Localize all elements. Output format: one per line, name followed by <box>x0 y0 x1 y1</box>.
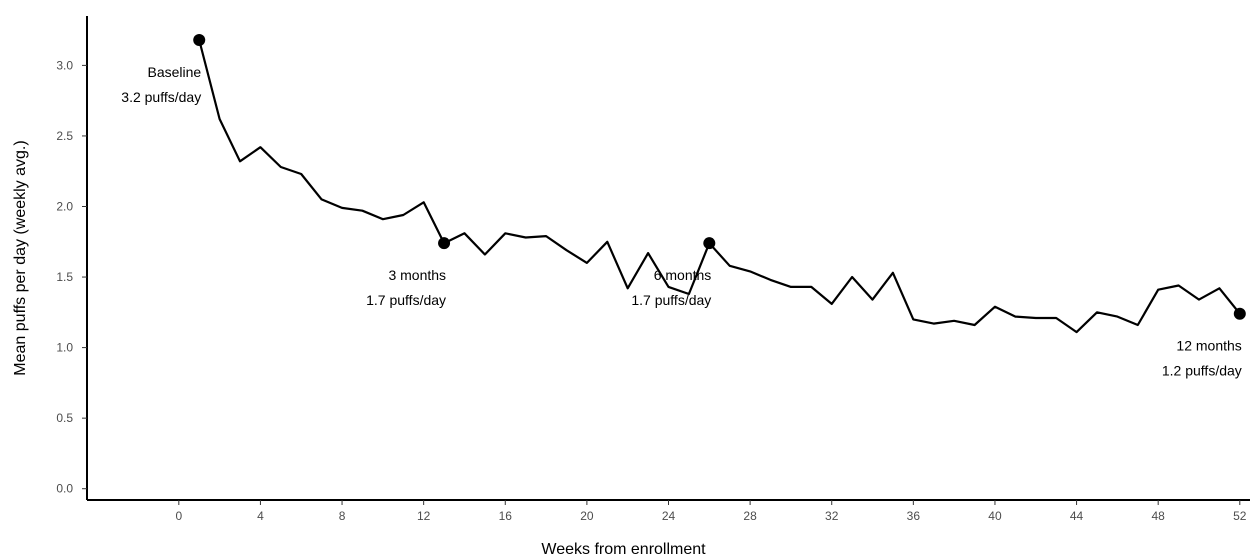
y-tick-label: 1.0 <box>56 341 73 355</box>
y-ticks: 0.0 0.5 1.0 1.5 2.0 2.5 3.0 <box>56 58 87 496</box>
x-tick-label: 48 <box>1152 509 1166 523</box>
x-tick-label: 36 <box>907 509 921 523</box>
x-ticks: 0 4 8 12 16 20 24 28 32 36 40 44 48 52 <box>175 500 1247 523</box>
y-tick-label: 0.0 <box>56 482 73 496</box>
x-axis-title: Weeks from enrollment <box>541 541 706 557</box>
highlight-label-title: 12 months <box>1176 338 1241 354</box>
x-tick-label: 8 <box>339 509 346 523</box>
x-tick-label: 40 <box>988 509 1002 523</box>
y-tick-label: 0.5 <box>56 411 73 425</box>
x-tick-label: 20 <box>580 509 594 523</box>
highlight-label-title: 6 months <box>654 267 712 283</box>
x-tick-label: 16 <box>499 509 513 523</box>
y-axis-title: Mean puffs per day (weekly avg.) <box>12 140 29 375</box>
highlight-label-value: 1.7 puffs/day <box>366 292 446 308</box>
x-tick-label: 28 <box>743 509 757 523</box>
highlight-label-title: Baseline <box>148 64 202 80</box>
x-tick-label: 32 <box>825 509 839 523</box>
y-tick-label: 2.5 <box>56 129 73 143</box>
highlight-point <box>193 33 206 46</box>
highlight-point <box>438 237 451 250</box>
x-tick-label: 44 <box>1070 509 1084 523</box>
highlight-label-value: 1.2 puffs/day <box>1162 363 1242 379</box>
highlight-label-title: 3 months <box>388 267 446 283</box>
highlight-label-value: 3.2 puffs/day <box>121 89 201 105</box>
y-tick-label: 2.0 <box>56 199 73 213</box>
x-tick-label: 52 <box>1233 509 1247 523</box>
highlight-label-value: 1.7 puffs/day <box>631 292 711 308</box>
x-tick-label: 4 <box>257 509 264 523</box>
x-tick-label: 12 <box>417 509 431 523</box>
y-tick-label: 3.0 <box>56 58 73 72</box>
highlight-point <box>703 237 716 250</box>
highlight-point <box>1233 307 1246 320</box>
highlight-annotations: Baseline 3.2 puffs/day 3 months 1.7 puffs/d… <box>121 33 1246 379</box>
axes <box>86 16 1250 501</box>
x-tick-label: 0 <box>175 509 182 523</box>
y-tick-label: 1.5 <box>56 270 73 284</box>
x-tick-label: 24 <box>662 509 676 523</box>
series-line <box>198 39 1241 334</box>
